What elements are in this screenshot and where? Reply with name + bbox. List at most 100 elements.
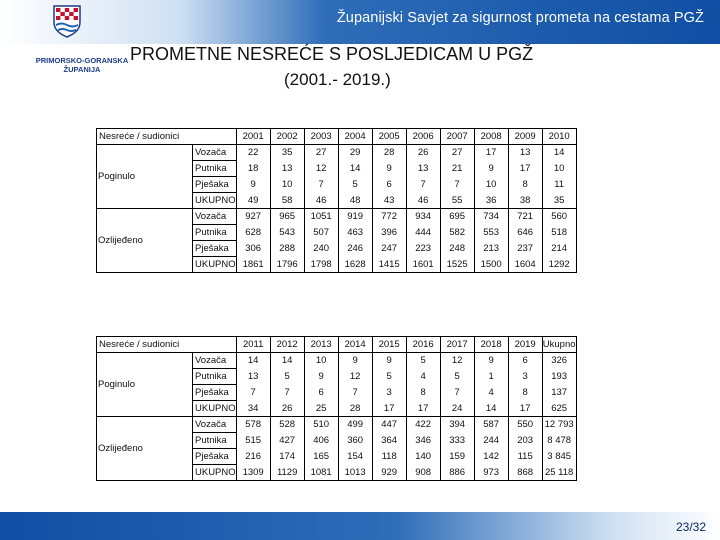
value-cell: 35	[269, 144, 305, 161]
column-header: 2008	[473, 128, 509, 145]
value-cell: 772	[371, 208, 407, 225]
row-label: Putnika	[192, 224, 237, 241]
table-header-row: Nesreće / sudionici 2001 2002 2003 2004 2005 2…	[96, 128, 577, 145]
group-label: Ozlijeđeno	[96, 416, 193, 481]
value-cell: 17	[371, 400, 407, 417]
column-header: 2006	[405, 128, 441, 145]
value-cell: 1129	[269, 464, 305, 481]
value-cell: 934	[405, 208, 441, 225]
value-cell: 1	[473, 368, 509, 385]
row-label: Putnika	[192, 160, 237, 177]
value-cell: 5	[337, 176, 373, 193]
value-cell: 154	[337, 448, 373, 465]
value-cell: 34	[235, 400, 271, 417]
value-cell: 14	[269, 352, 305, 369]
value-cell: 721	[507, 208, 543, 225]
value-cell: 10	[541, 160, 577, 177]
value-cell: 965	[269, 208, 305, 225]
value-cell: 1081	[303, 464, 339, 481]
value-cell: 518	[541, 224, 577, 241]
value-cell: 17	[507, 400, 543, 417]
column-header: 2001	[235, 128, 271, 145]
table-row: Pješaka 306 288 240 246 247 223 248 213 237 214	[97, 240, 577, 257]
value-cell: 306	[235, 240, 271, 257]
table-body: Nesreće / sudionici 2011 2012 2013 2014 2015 2…	[96, 336, 577, 481]
value-cell: 14	[473, 400, 509, 417]
value-cell: 625	[541, 400, 577, 417]
value-cell: 9	[473, 352, 509, 369]
value-cell: 515	[235, 432, 271, 449]
row-label: Putnika	[192, 368, 237, 385]
column-header: 2014	[337, 336, 373, 353]
row-label: UKUPNO	[192, 400, 237, 417]
table-row: Putnika 628 543 507 463 396 444 582 553 646 518	[97, 224, 577, 241]
value-cell: 10	[473, 176, 509, 193]
value-cell: 203	[507, 432, 543, 449]
column-header: 2009	[507, 128, 543, 145]
row-label: Putnika	[192, 432, 237, 449]
value-cell: 7	[405, 176, 441, 193]
value-cell: 27	[303, 144, 339, 161]
value-cell: 246	[337, 240, 373, 257]
value-cell: 973	[473, 464, 509, 481]
logo-text-line2: ŽUPANIJA	[63, 65, 101, 74]
value-cell: 7	[439, 176, 475, 193]
value-cell: 17	[473, 144, 509, 161]
value-cell: 214	[541, 240, 577, 257]
value-cell: 13	[235, 368, 271, 385]
value-cell: 427	[269, 432, 305, 449]
value-cell: 159	[439, 448, 475, 465]
value-cell: 3	[507, 368, 543, 385]
value-cell: 463	[337, 224, 373, 241]
value-cell: 115	[507, 448, 543, 465]
logo-text-line1: PRIMORSKO-GORANSKA	[35, 56, 129, 65]
value-cell: 406	[303, 432, 339, 449]
table-body: Nesreće / sudionici 2001 2002 2003 2004 2005 2…	[96, 128, 577, 273]
header-label-cell: Nesreće / sudionici	[96, 336, 237, 353]
table-row: Pješaka 7 7 6 7 3 8 7 4 8 137	[97, 384, 577, 401]
value-cell: 58	[269, 192, 305, 209]
value-cell: 9	[303, 368, 339, 385]
value-cell: 333	[439, 432, 475, 449]
table-row: UKUPNO 49 58 46 48 43 46 55 36 38 35	[97, 192, 577, 209]
page-number: 23/32	[675, 520, 706, 534]
value-cell: 118	[371, 448, 407, 465]
value-cell: 46	[405, 192, 441, 209]
value-cell: 8	[507, 176, 543, 193]
value-cell: 422	[405, 416, 441, 433]
value-cell: 13	[269, 160, 305, 177]
value-cell: 10	[303, 352, 339, 369]
value-cell: 560	[541, 208, 577, 225]
table-row: UKUPNO 34 26 25 28 17 17 24 14 17 625	[97, 400, 577, 417]
value-cell: 240	[303, 240, 339, 257]
value-cell: 137	[541, 384, 577, 401]
value-cell: 26	[269, 400, 305, 417]
value-cell: 28	[371, 144, 407, 161]
column-header: 2018	[473, 336, 509, 353]
value-cell: 9	[337, 352, 373, 369]
value-cell: 9	[235, 176, 271, 193]
column-header: 2010	[541, 128, 577, 145]
value-cell: 628	[235, 224, 271, 241]
column-header: 2016	[405, 336, 441, 353]
column-header: 2012	[269, 336, 305, 353]
value-cell: 8 478	[541, 432, 577, 449]
value-cell: 550	[507, 416, 543, 433]
value-cell: 447	[371, 416, 407, 433]
value-cell: 444	[405, 224, 441, 241]
value-cell: 18	[235, 160, 271, 177]
value-cell: 4	[473, 384, 509, 401]
value-cell: 12 793	[541, 416, 577, 433]
value-cell: 8	[507, 384, 543, 401]
value-cell: 507	[303, 224, 339, 241]
value-cell: 193	[541, 368, 577, 385]
row-label: Vozača	[192, 416, 237, 433]
value-cell: 142	[473, 448, 509, 465]
column-header: 2011	[235, 336, 271, 353]
value-cell: 9	[473, 160, 509, 177]
group-label: Poginulo	[96, 144, 193, 209]
row-label: UKUPNO	[192, 192, 237, 209]
value-cell: 1500	[473, 256, 509, 273]
value-cell: 908	[405, 464, 441, 481]
value-cell: 12	[303, 160, 339, 177]
